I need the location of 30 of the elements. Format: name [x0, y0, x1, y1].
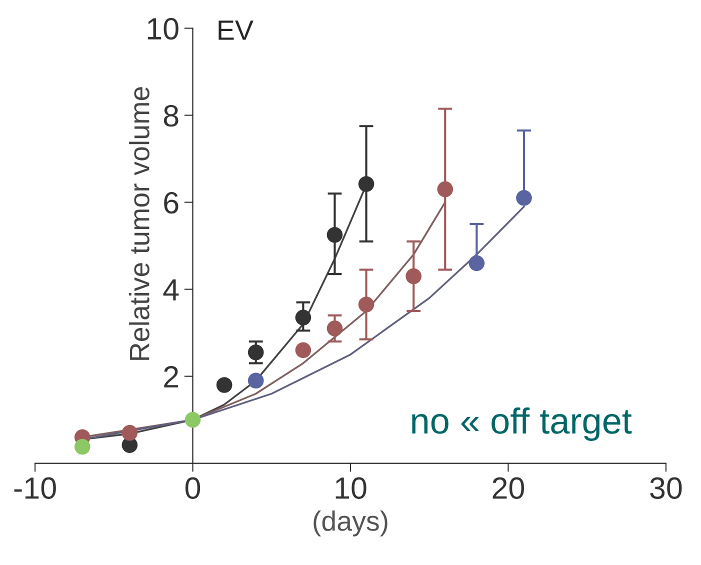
- y-axis-title: Relative tumor volume: [129, 87, 150, 360]
- x-tick-label: 0: [185, 477, 200, 499]
- point: [248, 372, 264, 389]
- x-tick-label: -10: [14, 477, 56, 499]
- point: [326, 226, 343, 243]
- chart-title: EV: [218, 20, 254, 40]
- point: [248, 344, 264, 360]
- point: [216, 377, 232, 393]
- point: [358, 296, 374, 312]
- point: [406, 268, 422, 284]
- y-tick-label: 10: [148, 18, 178, 40]
- y-tick-label: 6: [164, 192, 178, 214]
- point: [184, 412, 201, 428]
- point: [358, 176, 374, 192]
- point: [326, 320, 343, 336]
- x-tick-label: 10: [336, 477, 366, 499]
- point: [437, 181, 454, 198]
- point: [295, 342, 312, 358]
- point: [122, 424, 138, 441]
- point: [295, 310, 312, 326]
- x-axis-title: (days): [314, 510, 388, 536]
- y-tick-label: 2: [164, 366, 178, 388]
- y-tick-label: 8: [164, 104, 178, 127]
- point: [468, 255, 485, 272]
- annotation: no « off target: [412, 407, 632, 441]
- x-tick-label: 30: [650, 477, 682, 499]
- point: [74, 438, 90, 455]
- x-tick-label: 20: [492, 477, 524, 499]
- y-tick-label: 4: [163, 279, 179, 300]
- point: [516, 190, 532, 206]
